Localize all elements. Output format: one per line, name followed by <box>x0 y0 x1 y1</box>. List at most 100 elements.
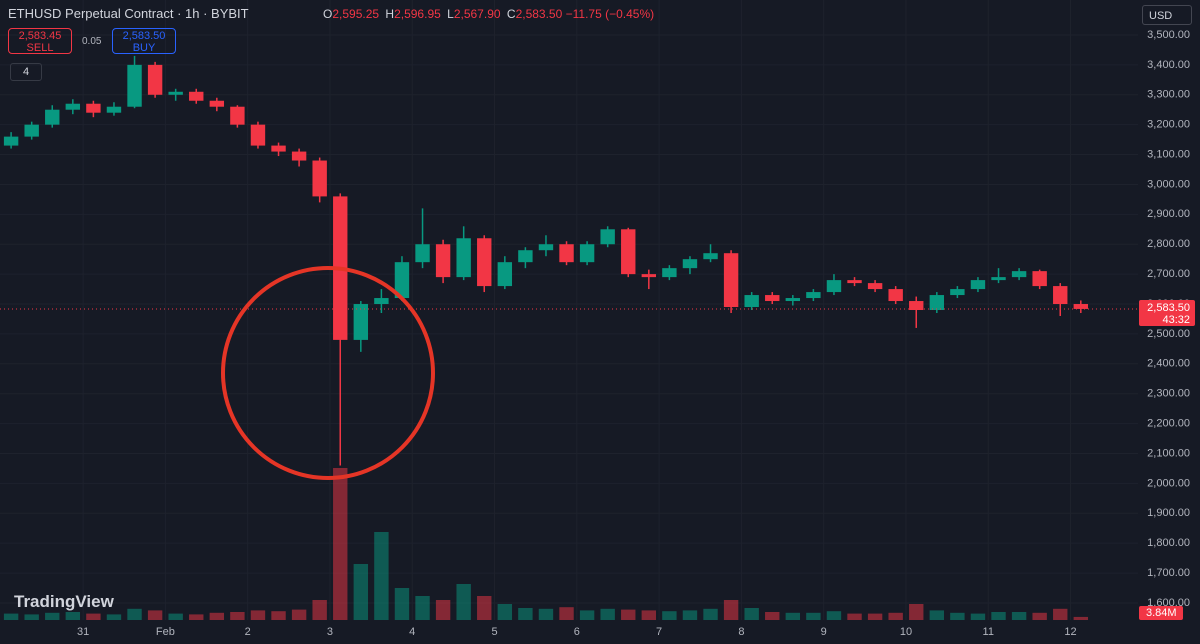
y-tick-label: 3,200.00 <box>1147 119 1190 131</box>
candle-body <box>24 124 39 137</box>
volume-bar <box>1032 612 1047 620</box>
y-tick-label: 2,300.00 <box>1147 388 1190 400</box>
volume-bar <box>189 614 204 620</box>
ohlc-key: L <box>447 7 454 21</box>
candle-body <box>1053 286 1068 305</box>
volume-bar <box>929 610 945 620</box>
candle-body <box>45 109 60 125</box>
volume-bar <box>744 608 759 620</box>
x-tick-label: 6 <box>574 626 580 638</box>
volume-badge <box>1139 606 1183 620</box>
volume-bar <box>353 564 369 620</box>
y-tick-label: 2,000.00 <box>1147 477 1190 489</box>
y-tick-label: 2,700.00 <box>1147 268 1190 280</box>
candle-body <box>847 280 862 284</box>
candle-body <box>806 292 821 299</box>
y-tick-label: 2,500.00 <box>1147 328 1190 340</box>
candle-body <box>291 151 307 161</box>
candle-body <box>477 238 492 287</box>
buy-button[interactable]: 2,583.50 BUY <box>112 28 176 54</box>
spread: 0.05 <box>82 36 102 47</box>
candle-body <box>65 103 81 110</box>
candle-body <box>559 244 574 263</box>
candle-body <box>600 229 615 245</box>
y-tick-label: 2,400.00 <box>1147 358 1190 370</box>
volume-bar <box>765 612 780 620</box>
x-tick-label: 2 <box>245 626 251 638</box>
candle-body <box>374 298 389 305</box>
candle-body <box>415 244 430 263</box>
volume-bar <box>1011 612 1027 620</box>
volume-bar <box>271 611 286 620</box>
volume-bar <box>600 608 615 620</box>
volume-bar <box>909 604 924 620</box>
volume-bar <box>312 600 327 620</box>
volume-bar <box>333 468 348 620</box>
y-tick-label: 3,500.00 <box>1147 29 1190 41</box>
volume-bar <box>970 613 986 620</box>
volume-bar <box>456 584 471 620</box>
sell-button[interactable]: 2,583.45 SELL <box>8 28 72 54</box>
indicators-toggle[interactable]: 4 <box>10 63 42 81</box>
x-tick-label: 4 <box>409 626 415 638</box>
ohlc-key: O <box>323 7 333 21</box>
y-tick-label: 3,100.00 <box>1147 148 1190 160</box>
volume-bar <box>950 612 965 620</box>
volume-bar <box>538 608 554 620</box>
candle-body <box>662 268 677 278</box>
x-tick-label: 31 <box>77 626 89 638</box>
volume-bar <box>682 610 698 620</box>
volume-bar <box>435 600 451 620</box>
volume-bar <box>291 609 307 620</box>
candle-body <box>312 160 327 197</box>
candle-body <box>1073 304 1089 309</box>
plot-layer <box>0 55 1138 620</box>
ohlc-value: 2,583.50 <box>515 7 563 21</box>
volume-bar <box>250 610 266 620</box>
candle-body <box>3 136 19 146</box>
candle-body <box>765 295 780 302</box>
ohlc-value: 2,596.95 <box>394 7 441 21</box>
candle-body <box>929 295 945 310</box>
volume-bar <box>723 600 739 620</box>
ohlc-key: H <box>385 7 395 21</box>
volume-bar <box>641 610 657 620</box>
currency-select[interactable]: USD <box>1142 5 1192 25</box>
y-tick-label: 2,900.00 <box>1147 208 1190 220</box>
candle-body <box>641 274 657 278</box>
candle-body <box>1011 271 1027 278</box>
sell-label: SELL <box>26 42 54 54</box>
volume-bar <box>785 612 801 620</box>
volume-bar <box>867 613 883 620</box>
volume-bar <box>497 604 513 620</box>
volume-bar <box>45 612 60 620</box>
last-price-label: 2,583.50 <box>1147 302 1190 314</box>
volume-bar <box>559 607 574 620</box>
y-tick-label: 1,700.00 <box>1147 567 1190 579</box>
candle-body <box>785 298 801 302</box>
y-tick-label: 3,300.00 <box>1147 89 1190 101</box>
y-tick-label: 1,900.00 <box>1147 507 1190 519</box>
ohlc-key: C <box>506 7 516 21</box>
y-tick-label: 3,000.00 <box>1147 178 1190 190</box>
volume-bar <box>518 608 533 620</box>
volume-bar <box>662 611 677 620</box>
volume-bar <box>24 614 39 620</box>
y-tick-label: 1,600.00 <box>1147 597 1190 609</box>
candle-body <box>991 277 1006 281</box>
volume-bar <box>847 613 862 620</box>
candle-body <box>271 145 286 152</box>
candle-body <box>147 64 163 95</box>
countdown: 43:32 <box>1162 314 1190 326</box>
x-tick-label: 12 <box>1064 626 1076 638</box>
volume-label: 3.84M <box>1146 607 1177 619</box>
candle-body <box>250 124 266 146</box>
x-tick-label: 11 <box>983 626 994 638</box>
candle-body <box>209 100 225 107</box>
volume-bar <box>230 612 245 620</box>
highlight-circle <box>221 266 435 480</box>
x-tick-label: 3 <box>327 626 333 638</box>
volume-bar <box>1073 616 1089 620</box>
x-tick-label: 5 <box>491 626 497 638</box>
